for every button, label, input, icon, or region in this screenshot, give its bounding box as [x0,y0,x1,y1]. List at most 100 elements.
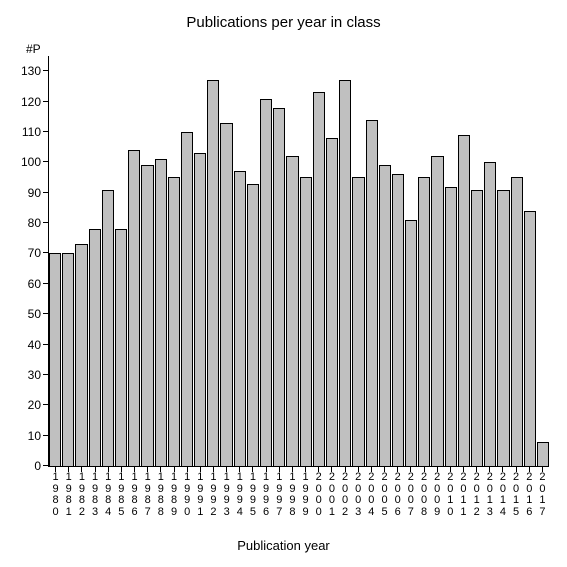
x-tick-label: 2000 [313,472,325,518]
x-tick-label: 1993 [221,472,233,518]
x-tick-label: 2003 [352,472,364,518]
x-tick-label: 1998 [286,472,298,518]
y-tick [43,192,49,193]
x-tick-label: 1996 [260,472,272,518]
x-tick-label: 1982 [76,472,88,518]
bar [128,150,140,466]
y-tick [43,374,49,375]
x-tick-label: 1991 [194,472,206,518]
x-tick-label: 1994 [234,472,246,518]
x-tick-label: 2014 [497,472,509,518]
bar [339,80,351,466]
y-tick [43,161,49,162]
bar [89,229,101,466]
bar [418,177,430,466]
bar [445,187,457,466]
x-tick-label: 2010 [444,472,456,518]
bar [431,156,443,466]
bar [497,190,509,466]
y-axis-label: #P [26,42,41,56]
y-tick-label: 90 [28,186,41,200]
x-tick-label: 2012 [471,472,483,518]
x-tick-label: 1987 [142,472,154,518]
bar [155,159,167,466]
x-tick-label: 1981 [63,472,75,518]
bar [326,138,338,466]
x-tick-label: 2013 [484,472,496,518]
x-tick-label: 1984 [102,472,114,518]
bar [405,220,417,466]
bar [194,153,206,466]
bar [75,244,87,466]
bar [392,174,404,466]
x-tick-label: 1983 [89,472,101,518]
x-tick-label: 1985 [115,472,127,518]
bar [524,211,536,466]
y-tick-label: 30 [28,368,41,382]
x-tick-label: 2011 [457,472,469,518]
y-tick-label: 50 [28,307,41,321]
bar [181,132,193,466]
plot-area: 0102030405060708090100110120130 19801981… [48,56,549,467]
x-tick-label: 2004 [365,472,377,518]
x-tick-label: 2017 [536,472,548,518]
y-tick [43,404,49,405]
y-tick [43,283,49,284]
x-tick-label: 2008 [418,472,430,518]
y-tick [43,101,49,102]
bar [379,165,391,466]
bar [141,165,153,466]
y-tick-label: 70 [28,246,41,260]
bar [62,253,74,466]
bar [247,184,259,466]
y-tick-label: 120 [21,95,41,109]
x-tick-label: 2002 [339,472,351,518]
x-tick-label: 2009 [431,472,443,518]
y-tick-label: 10 [28,429,41,443]
y-tick [43,313,49,314]
y-tick-label: 60 [28,277,41,291]
bar [313,92,325,466]
bar [511,177,523,466]
chart-container: Publications per year in class #P 010203… [0,0,567,567]
bar [273,108,285,466]
x-tick-label: 1999 [300,472,312,518]
x-axis-label: Publication year [0,538,567,553]
y-tick-label: 80 [28,216,41,230]
x-tick-label: 2001 [326,472,338,518]
bar [49,253,61,466]
y-tick-label: 40 [28,338,41,352]
bar [537,442,549,466]
x-tick-label: 1992 [207,472,219,518]
bar [286,156,298,466]
bar [458,135,470,466]
bars-group [49,56,549,466]
x-tick-label: 2016 [523,472,535,518]
y-tick [43,344,49,345]
y-tick-label: 130 [21,64,41,78]
y-tick-label: 100 [21,155,41,169]
y-tick [43,465,49,466]
bar [168,177,180,466]
bar [260,99,272,466]
x-tick-label: 1995 [247,472,259,518]
bar [366,120,378,466]
y-tick [43,222,49,223]
y-tick [43,131,49,132]
x-tick-label: 1980 [50,472,62,518]
y-tick [43,435,49,436]
bar [102,190,114,466]
bar [207,80,219,466]
bar [300,177,312,466]
x-tick-label: 1990 [181,472,193,518]
bar [220,123,232,466]
y-tick-label: 0 [34,459,41,473]
x-tick-label: 2005 [379,472,391,518]
bar [484,162,496,466]
x-tick-label: 2015 [510,472,522,518]
x-tick-label: 1988 [155,472,167,518]
bar [471,190,483,466]
bar [234,171,246,466]
x-tick-label: 1989 [168,472,180,518]
x-tick-label: 2006 [392,472,404,518]
